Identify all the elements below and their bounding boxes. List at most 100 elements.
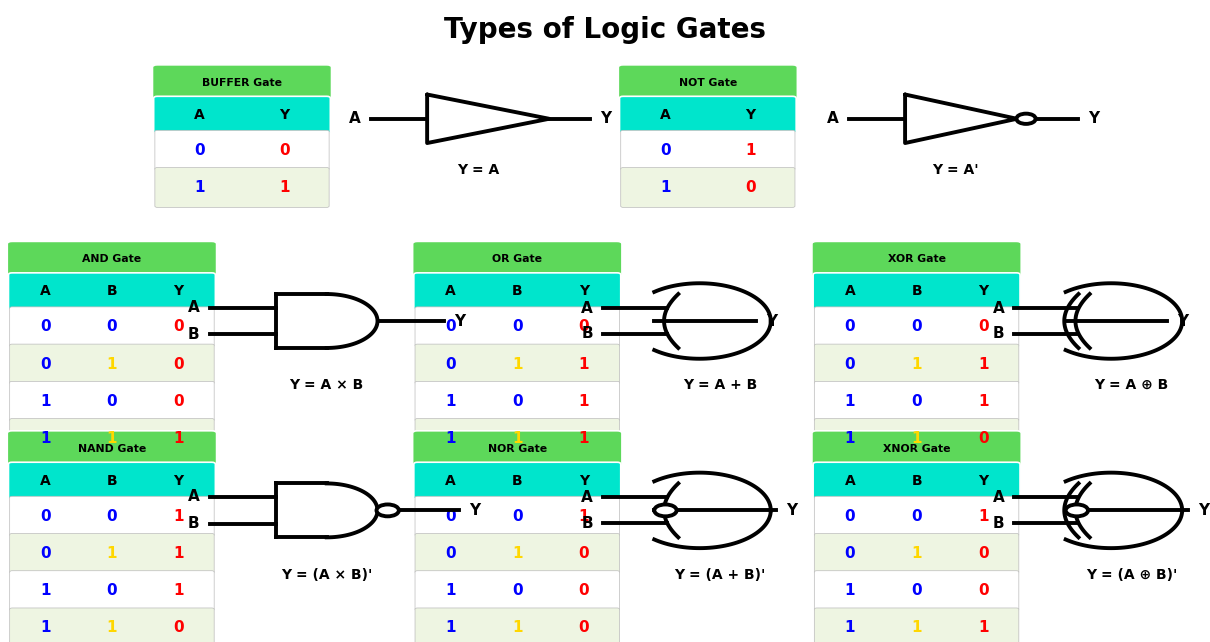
Text: A: A xyxy=(445,474,456,488)
Text: A: A xyxy=(445,284,456,299)
FancyBboxPatch shape xyxy=(10,496,214,536)
Text: 0: 0 xyxy=(845,508,855,524)
Text: 1: 1 xyxy=(173,546,184,561)
Text: 0: 0 xyxy=(578,319,589,334)
Text: Y: Y xyxy=(978,474,989,488)
Text: B: B xyxy=(512,284,523,299)
Text: 0: 0 xyxy=(911,394,922,409)
Text: AND Gate: AND Gate xyxy=(82,254,142,265)
FancyBboxPatch shape xyxy=(10,419,214,458)
FancyBboxPatch shape xyxy=(814,571,1019,611)
Text: 1: 1 xyxy=(173,583,184,598)
Text: 1: 1 xyxy=(661,180,670,195)
Text: 0: 0 xyxy=(106,508,117,524)
Text: 0: 0 xyxy=(661,143,670,158)
Text: 1: 1 xyxy=(911,620,922,636)
Text: Y: Y xyxy=(1177,313,1188,329)
FancyBboxPatch shape xyxy=(415,496,620,536)
FancyBboxPatch shape xyxy=(154,96,330,134)
Text: 1: 1 xyxy=(40,583,51,598)
Text: 1: 1 xyxy=(911,546,922,561)
Text: 0: 0 xyxy=(445,508,456,524)
Text: 1: 1 xyxy=(445,394,456,409)
FancyBboxPatch shape xyxy=(10,381,214,421)
FancyBboxPatch shape xyxy=(814,496,1019,536)
FancyBboxPatch shape xyxy=(814,307,1019,347)
FancyBboxPatch shape xyxy=(813,462,1020,499)
FancyBboxPatch shape xyxy=(415,307,620,347)
Text: 0: 0 xyxy=(911,583,922,598)
Text: Y: Y xyxy=(173,284,184,299)
Text: A: A xyxy=(195,108,204,122)
FancyBboxPatch shape xyxy=(415,534,620,573)
Text: 1: 1 xyxy=(512,431,523,446)
Text: B: B xyxy=(581,326,593,342)
Text: 0: 0 xyxy=(173,394,184,409)
Text: Y: Y xyxy=(469,503,480,518)
Text: 0: 0 xyxy=(445,546,456,561)
FancyBboxPatch shape xyxy=(814,534,1019,573)
Text: A: A xyxy=(40,284,51,299)
Text: Y: Y xyxy=(578,284,589,299)
Text: 0: 0 xyxy=(978,319,989,334)
Text: 0: 0 xyxy=(173,319,184,334)
Text: A: A xyxy=(581,300,593,316)
Text: B: B xyxy=(106,474,117,488)
Text: 1: 1 xyxy=(845,620,855,636)
Text: A: A xyxy=(581,490,593,505)
Text: Y: Y xyxy=(1088,111,1099,126)
Text: 0: 0 xyxy=(106,319,117,334)
FancyBboxPatch shape xyxy=(621,168,795,207)
Text: Y = A': Y = A' xyxy=(933,163,979,177)
FancyBboxPatch shape xyxy=(152,65,332,101)
Text: 1: 1 xyxy=(845,394,855,409)
Text: 0: 0 xyxy=(911,508,922,524)
Text: 1: 1 xyxy=(106,356,117,372)
FancyBboxPatch shape xyxy=(8,273,215,310)
Circle shape xyxy=(1016,114,1036,124)
Text: Y: Y xyxy=(280,108,289,122)
Text: 0: 0 xyxy=(845,319,855,334)
Text: Y: Y xyxy=(1198,503,1209,518)
Text: 1: 1 xyxy=(911,356,922,372)
Text: B: B xyxy=(188,327,200,342)
Text: Y: Y xyxy=(578,474,589,488)
FancyBboxPatch shape xyxy=(155,130,329,170)
Text: B: B xyxy=(512,474,523,488)
Text: 0: 0 xyxy=(280,143,289,158)
Text: 1: 1 xyxy=(578,431,589,446)
FancyBboxPatch shape xyxy=(813,273,1020,310)
FancyBboxPatch shape xyxy=(415,571,620,611)
FancyBboxPatch shape xyxy=(10,608,214,642)
FancyBboxPatch shape xyxy=(414,462,621,499)
Text: 0: 0 xyxy=(845,546,855,561)
Text: 1: 1 xyxy=(845,583,855,598)
Text: 0: 0 xyxy=(445,356,456,372)
Text: 0: 0 xyxy=(106,583,117,598)
FancyBboxPatch shape xyxy=(812,241,1021,277)
Text: 0: 0 xyxy=(845,356,855,372)
Text: 1: 1 xyxy=(445,431,456,446)
Text: 1: 1 xyxy=(978,620,989,636)
Circle shape xyxy=(655,505,676,516)
Text: 1: 1 xyxy=(445,620,456,636)
Text: A: A xyxy=(992,490,1004,505)
Text: A: A xyxy=(845,284,855,299)
Text: 0: 0 xyxy=(40,319,51,334)
FancyBboxPatch shape xyxy=(814,381,1019,421)
Text: 0: 0 xyxy=(911,319,922,334)
FancyBboxPatch shape xyxy=(414,273,621,310)
FancyBboxPatch shape xyxy=(814,344,1019,384)
Text: Y = A ⊕ B: Y = A ⊕ B xyxy=(1094,378,1169,392)
Text: 0: 0 xyxy=(578,620,589,636)
Text: Y: Y xyxy=(766,313,777,329)
Text: 0: 0 xyxy=(173,356,184,372)
Text: 0: 0 xyxy=(978,546,989,561)
Text: 0: 0 xyxy=(40,508,51,524)
Circle shape xyxy=(376,505,399,516)
Text: B: B xyxy=(992,326,1004,342)
Text: A: A xyxy=(40,474,51,488)
Text: XOR Gate: XOR Gate xyxy=(888,254,945,265)
Text: Y = A + B: Y = A + B xyxy=(682,378,757,392)
Text: NOT Gate: NOT Gate xyxy=(679,78,737,88)
